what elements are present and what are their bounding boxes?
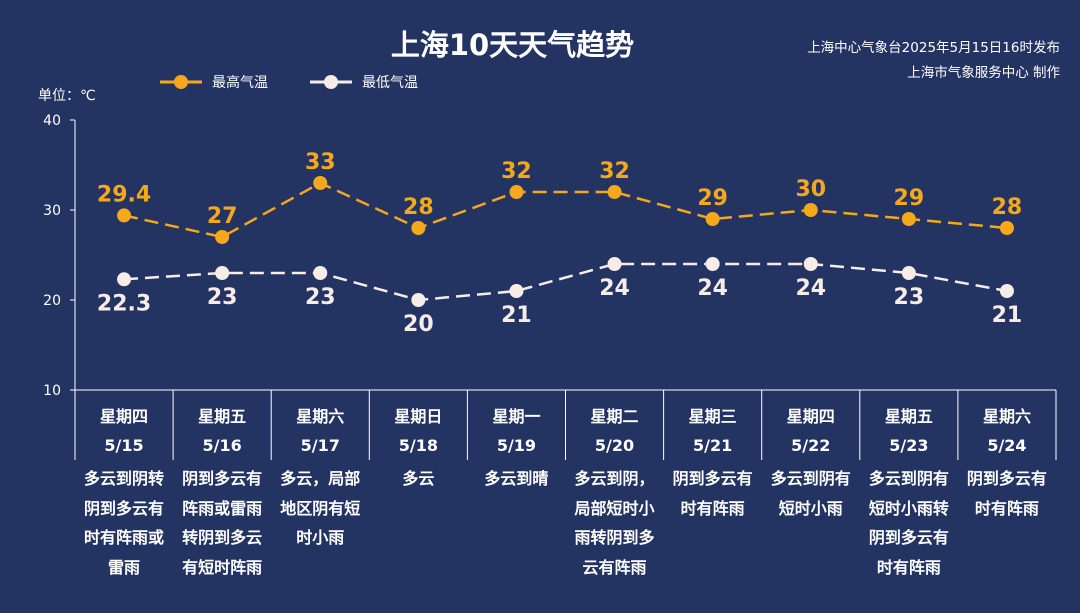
data-point-high bbox=[509, 185, 524, 199]
weather-description: 阴到多云有阵雨或雷雨转阴到多云有短时阵雨 bbox=[182, 469, 263, 577]
data-point-low bbox=[215, 266, 230, 280]
legend-high-label: 最高气温 bbox=[212, 75, 268, 91]
data-point-high bbox=[705, 212, 720, 226]
weekday-label: 星期二 bbox=[591, 407, 639, 426]
series-line-high bbox=[123, 181, 1008, 239]
weather-description: 多云到阴有短时小雨 bbox=[770, 469, 851, 518]
data-point-high bbox=[117, 208, 132, 223]
data-point-low bbox=[705, 257, 720, 271]
data-point-high bbox=[901, 212, 916, 226]
weekday-label: 星期四 bbox=[100, 407, 148, 426]
data-label-low: 20 bbox=[403, 312, 434, 337]
data-point-high bbox=[411, 221, 426, 235]
date-label: 5/20 bbox=[595, 436, 634, 455]
data-point-low bbox=[509, 284, 524, 298]
data-point-high bbox=[803, 203, 818, 217]
legend-low-marker-icon bbox=[310, 75, 352, 89]
data-label-low: 24 bbox=[697, 276, 728, 301]
weather-description: 多云 bbox=[402, 469, 435, 488]
weather-description: 阴到多云有时有阵雨 bbox=[672, 469, 753, 518]
data-label-high: 27 bbox=[207, 204, 238, 229]
date-label: 5/15 bbox=[104, 436, 143, 455]
weather-description: 多云到阴，局部短时小雨转阴到多云有阵雨 bbox=[574, 469, 655, 577]
data-label-low: 23 bbox=[207, 285, 238, 310]
y-tick-label: 10 bbox=[43, 383, 61, 399]
date-label: 5/18 bbox=[399, 436, 438, 455]
data-label-high: 29 bbox=[894, 186, 925, 211]
weekday-label: 星期六 bbox=[983, 407, 1031, 426]
date-label: 5/17 bbox=[301, 436, 340, 455]
weather-description: 多云到阴转阴到多云有时有阵雨或雷雨 bbox=[84, 469, 165, 577]
legend-high-marker-icon bbox=[160, 75, 202, 89]
y-tick-label: 20 bbox=[43, 293, 61, 309]
data-point-high bbox=[999, 221, 1014, 235]
date-label: 5/21 bbox=[693, 436, 732, 455]
data-label-low: 23 bbox=[894, 285, 925, 310]
data-label-high: 29 bbox=[697, 186, 728, 211]
data-label-high: 32 bbox=[599, 159, 630, 184]
weather-description: 多云到晴 bbox=[484, 469, 549, 488]
weather-description: 多云，局部地区阴有短时小雨 bbox=[280, 469, 361, 547]
weekday-label: 星期三 bbox=[689, 407, 737, 426]
data-label-low: 22.3 bbox=[97, 291, 151, 316]
date-label: 5/24 bbox=[987, 436, 1026, 455]
legend-high: 最高气温 bbox=[160, 72, 268, 92]
date-label: 5/23 bbox=[889, 436, 928, 455]
legend-low: 最低气温 bbox=[310, 72, 418, 92]
data-point-low bbox=[411, 293, 426, 307]
data-point-low bbox=[117, 272, 132, 287]
unit-label: 单位：℃ bbox=[38, 88, 96, 104]
weekday-label: 星期五 bbox=[198, 407, 246, 426]
data-label-low: 21 bbox=[992, 303, 1023, 328]
data-point-low bbox=[901, 266, 916, 280]
weekday-label: 星期日 bbox=[394, 407, 442, 426]
chart-title: 上海10天天气趋势 bbox=[390, 28, 635, 62]
data-label-high: 28 bbox=[403, 195, 434, 220]
date-label: 5/19 bbox=[497, 436, 536, 455]
publish-info: 上海中心气象台2025年5月15日16时发布 bbox=[807, 40, 1060, 56]
date-label: 5/22 bbox=[791, 436, 830, 455]
data-point-low bbox=[313, 266, 328, 280]
data-label-low: 24 bbox=[599, 276, 630, 301]
weekday-label: 星期六 bbox=[296, 407, 344, 426]
data-label-high: 30 bbox=[795, 177, 826, 202]
weekday-label: 星期一 bbox=[492, 407, 540, 426]
legend-low-label: 最低气温 bbox=[362, 75, 418, 91]
data-label-high: 28 bbox=[992, 195, 1023, 220]
weather-description: 阴到多云有时有阵雨 bbox=[966, 469, 1047, 518]
data-label-high: 32 bbox=[501, 159, 532, 184]
data-point-high bbox=[607, 185, 622, 199]
data-point-low bbox=[999, 284, 1014, 298]
data-label-low: 24 bbox=[795, 276, 826, 301]
data-label-high: 29.4 bbox=[97, 182, 151, 207]
data-label-low: 21 bbox=[501, 303, 532, 328]
data-label-low: 23 bbox=[305, 285, 336, 310]
producer-info: 上海市气象服务中心 制作 bbox=[907, 65, 1060, 81]
series-line-low bbox=[123, 262, 1008, 302]
data-point-high bbox=[215, 230, 230, 244]
data-point-low bbox=[803, 257, 818, 271]
date-label: 5/16 bbox=[203, 436, 242, 455]
data-label-high: 33 bbox=[305, 150, 336, 175]
data-point-low bbox=[607, 257, 622, 271]
weather-description: 多云到阴有短时小雨转阴到多云有时有阵雨 bbox=[868, 469, 949, 577]
y-tick-label: 40 bbox=[43, 113, 61, 129]
y-tick-label: 30 bbox=[43, 203, 61, 219]
weekday-label: 星期四 bbox=[787, 407, 835, 426]
weekday-label: 星期五 bbox=[885, 407, 933, 426]
data-point-high bbox=[313, 176, 328, 190]
